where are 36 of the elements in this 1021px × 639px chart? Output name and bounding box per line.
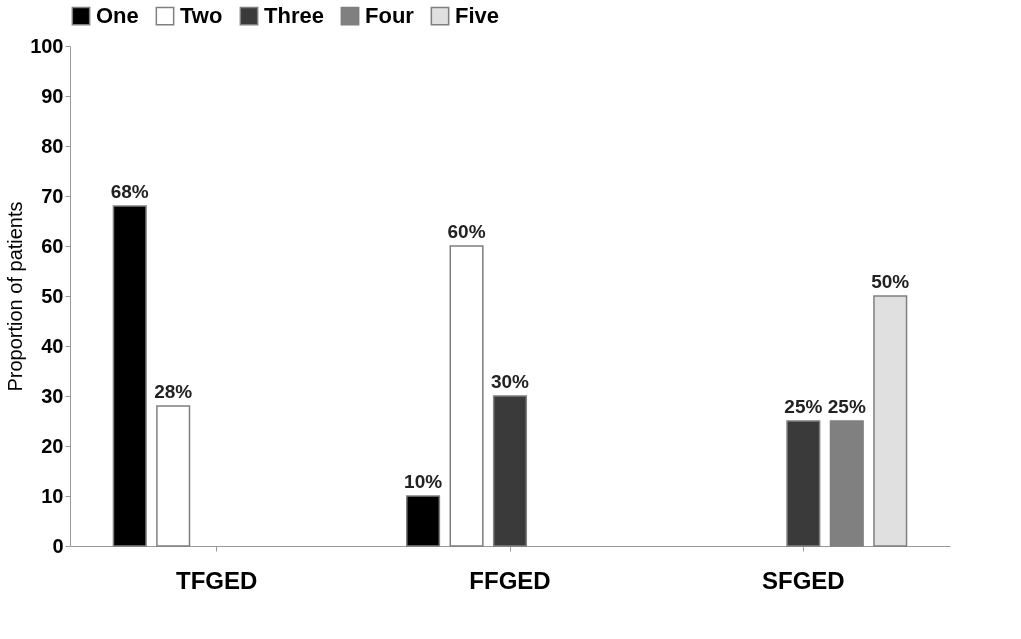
y-tick-label: 0	[52, 534, 64, 557]
y-tick-label: 80	[41, 134, 64, 157]
y-axis-title: Proportion of patients	[4, 201, 27, 392]
bar	[156, 405, 191, 547]
data-label: 25%	[784, 396, 823, 417]
y-tick-label: 20	[41, 434, 64, 457]
y-tick-label: 10	[41, 484, 64, 507]
legend-label: Two	[180, 3, 223, 29]
x-tick-label: FFGED	[469, 566, 551, 594]
data-label: 50%	[871, 271, 910, 292]
data-label: 10%	[404, 471, 443, 492]
y-tick-label: 70	[41, 184, 64, 207]
data-label: 60%	[447, 221, 486, 242]
y-tick-label: 30	[41, 384, 64, 407]
legend-label: One	[96, 3, 139, 29]
y-tick-label: 40	[41, 334, 64, 357]
y-tick-label: 100	[30, 34, 64, 57]
data-label: 30%	[490, 371, 530, 392]
y-tick-label: 90	[41, 84, 64, 107]
data-label: 25%	[827, 396, 866, 417]
legend-label: Four	[365, 3, 415, 29]
bar	[112, 205, 147, 547]
bar	[786, 420, 821, 547]
bar	[492, 395, 528, 547]
x-tick-label: SFGED	[761, 566, 845, 594]
bar	[406, 495, 441, 547]
y-tick-label: 50	[41, 284, 64, 307]
legend-label: Five	[455, 3, 500, 29]
x-tick-label: TFGED	[176, 566, 258, 594]
bar	[873, 295, 908, 547]
y-tick-label: 60	[41, 234, 64, 257]
data-label: 28%	[154, 381, 193, 402]
data-label: 68%	[110, 181, 149, 202]
bar	[449, 245, 484, 547]
legend-label: Three	[264, 3, 324, 29]
bar	[829, 420, 864, 547]
